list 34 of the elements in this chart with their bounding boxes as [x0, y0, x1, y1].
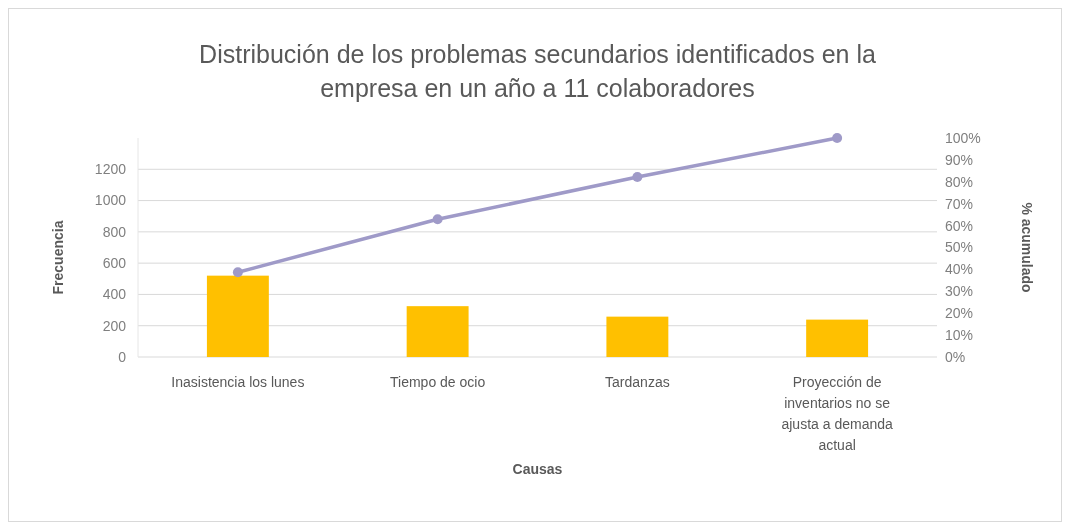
point — [232, 267, 243, 278]
y-tick-label: 200 — [102, 317, 127, 334]
y2-tick-label: 50% — [945, 239, 974, 256]
y-tick-label: 400 — [102, 286, 127, 303]
y-tick-label: 800 — [102, 223, 127, 240]
y-axis-title: Frecuencia — [50, 220, 66, 295]
chart-title: Distribución de los problemas secundarios identificados en la empresa en un año a 11 colaboradores — [199, 40, 876, 102]
x-tick-label: Proyección de inventarios no se ajusta a demanda actual — [781, 374, 893, 453]
y2-tick-label: 80% — [945, 173, 974, 190]
y2-tick-label: 60% — [945, 217, 974, 234]
bar — [406, 306, 469, 357]
y-tick-label: 1200 — [94, 161, 127, 178]
y2-tick-label: 40% — [945, 261, 974, 278]
y2-tick-label: 90% — [945, 151, 974, 168]
x-tick-label: Tiempo de ocio — [390, 374, 486, 390]
y-tick-label: 1000 — [94, 192, 127, 209]
y2-tick-label: 20% — [945, 305, 974, 322]
bar — [606, 316, 669, 357]
x-tick-label: Inasistencia los lunes — [171, 374, 305, 390]
y2-tick-label: 10% — [945, 327, 974, 343]
y-tick-label: 0 — [118, 348, 127, 365]
point — [832, 133, 843, 143]
y2-tick-label: 100% — [945, 129, 981, 146]
x-axis-title: Causas — [512, 461, 563, 477]
point — [632, 171, 643, 182]
point — [432, 214, 443, 225]
bar — [806, 319, 869, 357]
y2-tick-label: 70% — [945, 195, 974, 212]
y-tick-label: 600 — [102, 255, 127, 272]
y2-axis-title: % acumulado — [1019, 202, 1035, 293]
x-tick-label: Tardanzas — [605, 374, 670, 390]
bar — [206, 275, 269, 357]
y2-tick-label: 0% — [945, 348, 966, 365]
y2-tick-label: 30% — [945, 283, 974, 300]
